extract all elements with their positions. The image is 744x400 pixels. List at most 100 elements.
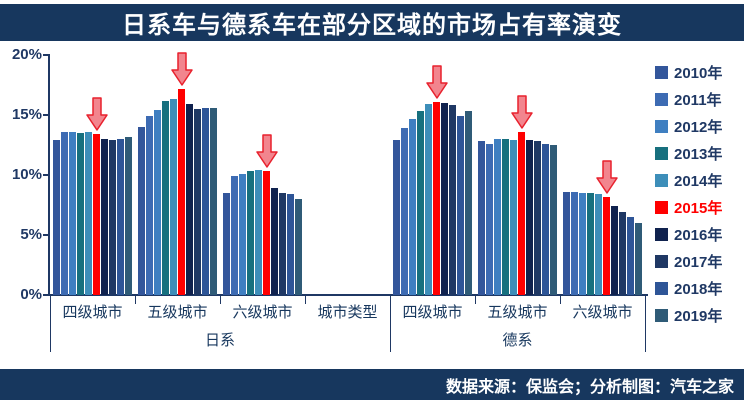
down-arrow-icon: [510, 95, 533, 129]
y-tick-mark: [43, 174, 49, 176]
bar-2018年: [202, 107, 209, 295]
bars-row: [390, 101, 475, 295]
bar-2012年: [409, 118, 416, 295]
bar-2013年: [587, 193, 594, 295]
chart-title-bar: 日系车与德系车在部分区域的市场占有率演变: [0, 4, 744, 41]
legend-item: 2015年: [655, 199, 722, 217]
category-tick: [50, 296, 51, 352]
bar-group: [135, 51, 220, 295]
bar-2010年: [223, 193, 230, 295]
bar-2010年: [563, 191, 570, 295]
y-tick-label: 5%: [20, 226, 42, 243]
bar-2011年: [231, 176, 238, 295]
y-tick-label: 15%: [11, 106, 42, 123]
legend-label: 2011年: [674, 91, 722, 109]
bars-row: [560, 191, 645, 295]
bar-2012年: [239, 173, 246, 295]
legend-label: 2019年: [674, 307, 723, 325]
legend-swatch: [655, 146, 668, 160]
legend-item: 2016年: [655, 226, 723, 244]
panel-label: 日系: [204, 332, 235, 349]
bars-row: [135, 88, 220, 295]
legend-swatch: [655, 200, 668, 214]
bar-2016年: [186, 104, 193, 295]
bar-2014年: [170, 99, 177, 295]
legend-label: 2013年: [674, 145, 723, 163]
legend-item: 2019年: [655, 307, 723, 325]
bar-2010年: [138, 127, 145, 295]
bar-2014年: [425, 104, 432, 295]
legend-swatch: [655, 173, 668, 187]
category-label: 城市类型: [317, 304, 378, 321]
bar-group: [305, 55, 390, 295]
bar-2017年: [449, 105, 456, 295]
category-label: 四级城市: [62, 304, 123, 321]
category-tick: [475, 296, 476, 304]
bar-2011年: [401, 128, 408, 295]
bar-2019年: [295, 199, 302, 295]
legend-label: 2010年: [674, 64, 723, 82]
down-arrow-icon: [425, 65, 448, 99]
bar-2012年: [154, 110, 161, 295]
bar-2016年: [526, 140, 533, 295]
bar-2014年: [85, 131, 92, 295]
category-label: 六级城市: [572, 304, 633, 321]
y-tick-mark: [43, 234, 49, 236]
legend-item: 2013年: [655, 145, 723, 163]
bar-2018年: [117, 139, 124, 295]
bar-2015年: [178, 88, 185, 295]
legend-swatch: [655, 227, 668, 241]
bar-2010年: [393, 140, 400, 295]
y-tick-label: 0%: [20, 286, 42, 303]
legend-swatch: [655, 119, 668, 133]
y-tick-label: 10%: [11, 166, 42, 183]
bar-2019年: [635, 223, 642, 295]
legend-swatch: [655, 65, 668, 79]
bars-row: [50, 131, 135, 295]
bar-2012年: [579, 193, 586, 295]
source-bar: 数据来源：保监会；分析制图：汽车之家: [0, 369, 744, 400]
legend-item: 2011年: [655, 91, 722, 109]
bar-2015年: [93, 134, 100, 295]
bar-group: [50, 55, 135, 295]
bar-2018年: [542, 143, 549, 295]
legend-label: 2012年: [674, 118, 723, 136]
legend: 2010年 2011年 2012年 2013年 2014年 2015年 2016年 2017年…: [655, 64, 723, 325]
y-axis-line: [48, 54, 50, 296]
bar-group: [390, 55, 475, 295]
bar-2011年: [61, 131, 68, 295]
legend-swatch: [655, 254, 668, 268]
bar-2018年: [457, 116, 464, 295]
y-tick-label: 20%: [11, 46, 42, 63]
bar-2011年: [571, 191, 578, 295]
legend-item: 2010年: [655, 64, 723, 82]
panel-label: 德系: [502, 332, 533, 349]
bar-2011年: [486, 143, 493, 295]
category-label: 六级城市: [232, 304, 293, 321]
legend-label: 2016年: [674, 226, 723, 244]
y-tick-mark: [43, 54, 49, 56]
category-tick: [560, 296, 561, 304]
bar-2018年: [627, 217, 634, 295]
bar-2013年: [417, 111, 424, 295]
bar-2015年: [263, 171, 270, 295]
bar-2012年: [69, 131, 76, 295]
bar-2015年: [518, 131, 525, 295]
bar-2013年: [77, 133, 84, 295]
bar-2016年: [271, 188, 278, 295]
bar-2014年: [255, 170, 262, 295]
category-tick: [390, 296, 391, 352]
legend-swatch: [655, 281, 668, 295]
category-tick: [220, 296, 221, 304]
legend-label: 2017年: [674, 253, 723, 271]
bar-2019年: [465, 111, 472, 295]
down-arrow-icon: [255, 134, 278, 169]
bars-row: [220, 170, 305, 295]
plot-area: [50, 51, 645, 295]
legend-swatch: [655, 92, 668, 106]
bar-2019年: [125, 136, 132, 295]
category-tick: [305, 296, 306, 304]
bar-2015年: [433, 101, 440, 295]
legend-swatch: [655, 308, 668, 322]
